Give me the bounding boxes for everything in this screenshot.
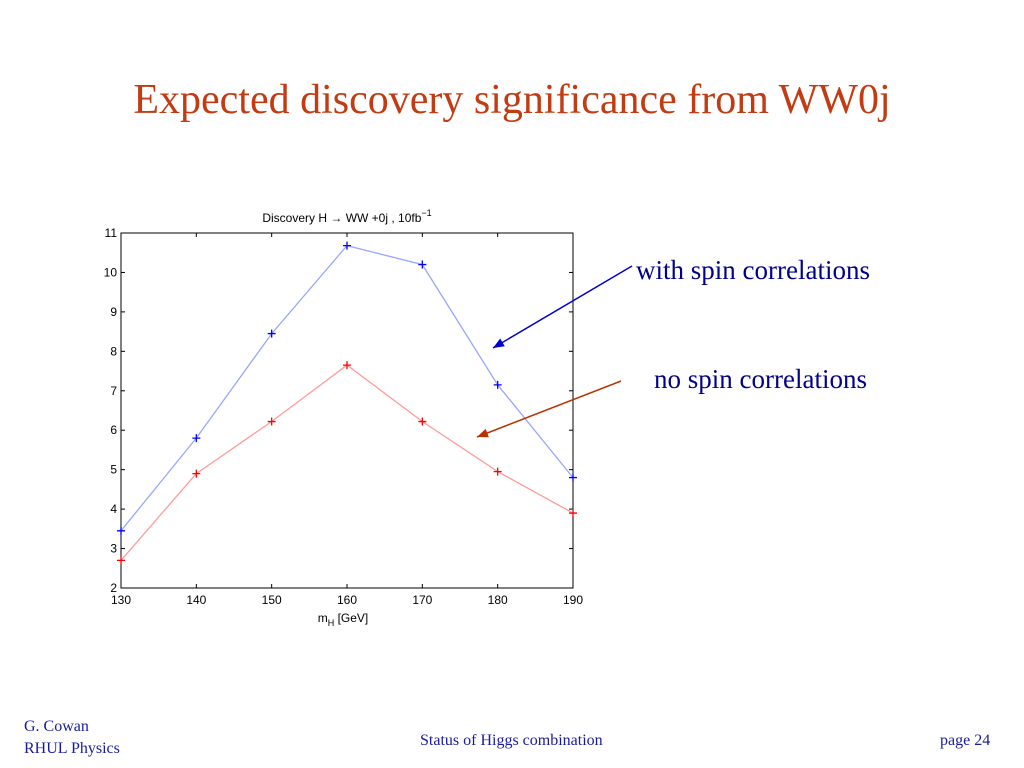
chart-title-superscript: −1 [421,208,431,218]
slide-title: Expected discovery significance from WW0… [133,77,891,123]
chart-title-main: Discovery H → WW +0j , 10fb [262,211,421,225]
y-tick-label: 9 [110,305,117,319]
x-tick-label: 150 [262,593,282,607]
x-axis-label-subscript: H [328,618,335,628]
chart-title: Discovery H → WW +0j , 10fb−1 [262,208,431,225]
y-tick-label: 5 [110,463,117,477]
arrow-no-spin-head [477,428,489,438]
y-tick-label: 11 [105,226,118,240]
x-axis-label-main: m [318,611,328,625]
data-point-no-spin [267,417,276,426]
y-tick-label: 3 [110,542,117,556]
data-point-no-spin [192,469,201,478]
data-point-no-spin [117,556,125,565]
y-tick-label: 6 [110,423,117,437]
footer-author: G. Cowan RHUL Physics [24,716,120,760]
y-tick-label: 8 [110,344,117,358]
y-tick-label: 7 [110,384,117,398]
data-point-no-spin [418,417,427,426]
x-axis-label: mH [GeV] [318,611,369,628]
data-point-with-spin [418,260,427,269]
y-tick-label: 2 [110,581,117,595]
footer-talk-title: Status of Higgs combination [420,732,603,749]
annotation-no-spin: no spin correlations [654,364,867,394]
data-point-with-spin [117,526,125,535]
data-point-no-spin [569,509,577,518]
footer-page-number: page 24 [940,732,991,749]
y-tick-label: 10 [104,265,118,279]
data-point-with-spin [493,380,502,389]
footer-author-name: G. Cowan [24,718,89,735]
data-point-no-spin [493,467,502,476]
data-point-with-spin [267,329,276,338]
data-point-with-spin [569,473,577,482]
x-tick-label: 190 [563,593,583,607]
arrow-no-spin-shaft [476,380,622,438]
annotation-with-spin: with spin correlations [636,255,870,285]
data-point-no-spin [343,361,351,370]
footer-author-affiliation: RHUL Physics [24,740,120,757]
x-tick-label: 140 [186,593,206,607]
arrow-with-spin-head [493,338,505,348]
plot-frame [120,232,574,589]
y-tick-label: 4 [110,502,117,516]
data-point-with-spin [343,241,351,250]
x-tick-label: 160 [337,593,357,607]
data-point-with-spin [192,434,201,443]
x-tick-label: 180 [488,593,508,607]
x-tick-label: 170 [412,593,432,607]
x-tick-label: 130 [111,593,131,607]
arrow-with-spin-shaft [492,265,633,349]
x-axis-label-unit: [GeV] [334,611,368,625]
